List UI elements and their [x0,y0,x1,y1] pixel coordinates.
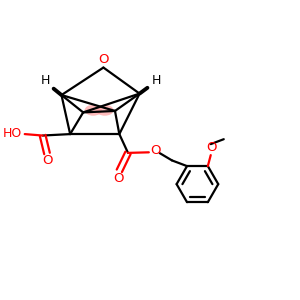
Text: HO: HO [3,127,22,140]
Text: O: O [206,141,217,154]
Text: O: O [113,172,124,185]
Text: O: O [99,53,109,66]
Text: H: H [152,74,161,87]
Text: O: O [42,154,52,167]
Ellipse shape [96,105,113,116]
Text: H: H [40,74,50,87]
Ellipse shape [85,105,102,116]
Text: O: O [150,144,160,158]
